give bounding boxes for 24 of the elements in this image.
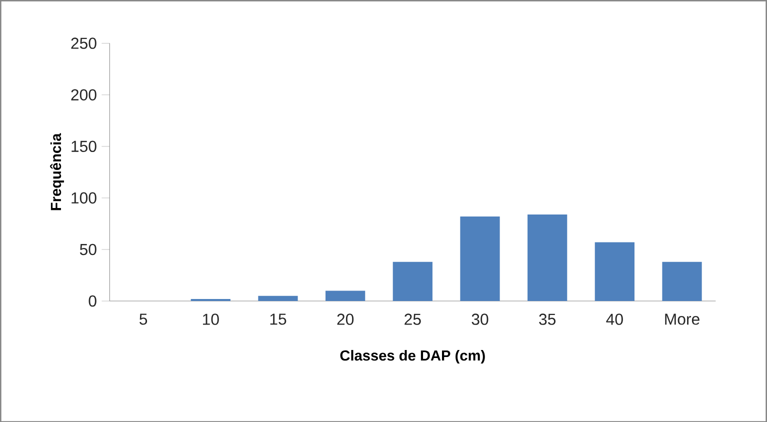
bar <box>460 216 500 301</box>
y-tick-label: 150 <box>72 140 96 152</box>
x-tick-label: 5 <box>140 313 148 325</box>
x-tick-label: 40 <box>606 313 623 325</box>
bar <box>392 262 432 301</box>
bar <box>258 296 298 301</box>
x-tick-label: 35 <box>539 313 556 325</box>
bar <box>326 290 366 301</box>
bar <box>528 214 568 301</box>
x-tick-label: More <box>665 313 700 325</box>
y-axis-title: Frequência <box>50 132 64 210</box>
x-tick-label: 30 <box>472 313 488 325</box>
bar <box>662 262 702 301</box>
x-tick-label: 15 <box>270 313 286 325</box>
y-tick-label: 0 <box>88 295 96 306</box>
y-tick-label: 100 <box>72 192 96 204</box>
bar <box>594 242 634 301</box>
x-tick-label: 25 <box>404 313 421 325</box>
x-tick-label: 20 <box>337 313 354 325</box>
y-tick-label: 250 <box>71 37 96 49</box>
y-tick-label: 50 <box>80 244 96 255</box>
y-tick-label: 200 <box>71 89 96 100</box>
x-axis-title: Classes de DAP (cm) <box>340 350 485 364</box>
x-tick-label: 10 <box>203 313 219 325</box>
